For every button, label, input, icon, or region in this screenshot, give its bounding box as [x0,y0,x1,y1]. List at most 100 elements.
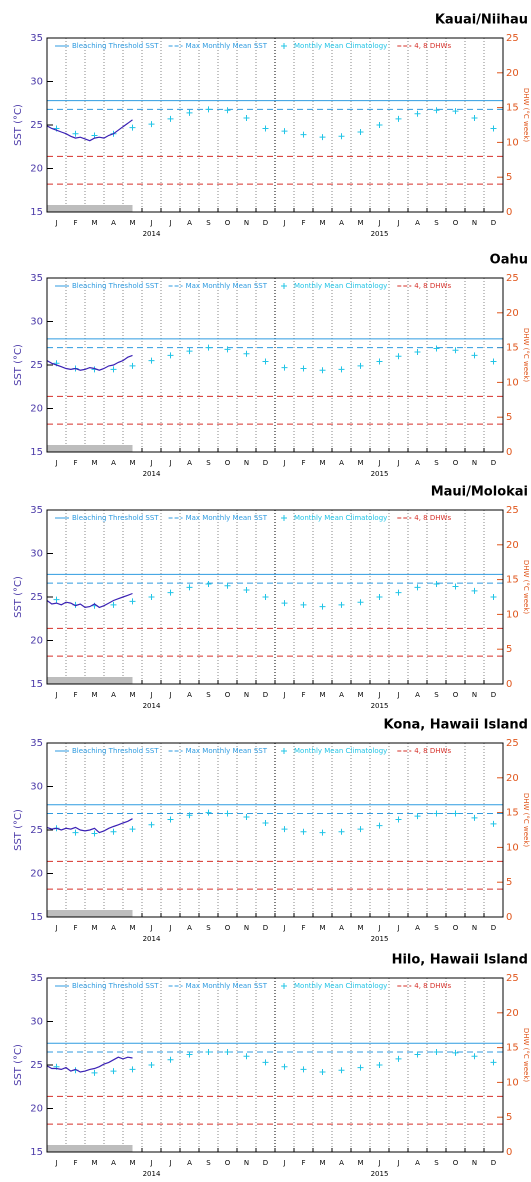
x-tick-label: A [111,1159,116,1167]
y2-tick-label: 15 [506,575,519,586]
climatology-marker [243,587,250,594]
climatology-marker [205,580,212,587]
x-tick-label: A [187,924,192,932]
observed-period-bar [47,205,133,212]
climatology-marker [224,810,231,817]
y2-tick-label: 10 [506,609,519,620]
x-tick-label: S [434,924,439,932]
y-tick-label: 15 [30,1147,43,1158]
climatology-marker [262,358,269,365]
x-tick-label: J [149,1159,152,1167]
climatology-marker [319,1068,326,1075]
x-tick-label: O [225,1159,231,1167]
x-tick-label: D [491,691,496,699]
y2-tick-label: 15 [506,103,519,114]
x-tick-label: M [91,1159,97,1167]
sst-line [46,119,133,142]
x-tick-label: M [129,924,135,932]
climatology-marker [224,346,231,353]
sst-line [46,592,133,609]
y2-tick-label: 25 [506,505,519,516]
x-tick-label: A [339,459,344,467]
chart-title: Kona, Hawaii Island [383,718,528,733]
y-tick-label: 30 [30,782,43,793]
climatology-marker [167,816,174,823]
y2-tick-label: 15 [506,1043,519,1054]
x-tick-label: D [491,219,496,227]
y2-tick-label: 10 [506,1077,519,1088]
legend-label: 4, 8 DHWs [414,282,451,290]
x-tick-label: J [168,924,171,932]
plot-frame [46,37,504,213]
climatology-marker [319,134,326,141]
legend-marker [281,748,287,754]
climatology-marker [148,357,155,364]
plot-frame [46,742,504,918]
chart-title: Hilo, Hawaii Island [392,953,528,968]
y2-tick-label: 5 [506,412,512,423]
legend-label: 4, 8 DHWs [414,514,451,522]
climatology-marker [186,1051,193,1058]
x-tick-label: J [282,219,285,227]
x-tick-label: J [149,924,152,932]
climatology-marker [167,1056,174,1063]
y-tick-label: 25 [30,360,43,371]
x-tick-label: N [472,219,477,227]
x-tick-label: S [206,459,211,467]
x-tick-label: M [129,219,135,227]
year-label: 2015 [371,935,389,943]
climatology-marker [452,583,459,590]
x-tick-label: A [187,691,192,699]
y-tick-label: 20 [30,164,43,175]
y-tick-label: 30 [30,77,43,88]
climatology-marker [186,109,193,116]
climatology-marker [357,826,364,833]
year-label: 2014 [143,470,161,478]
y2-tick-label: 20 [506,308,519,319]
legend-label: Bleaching Threshold SST [72,514,159,522]
y2-tick-label: 10 [506,137,519,148]
x-tick-label: D [491,459,496,467]
legend-label: Bleaching Threshold SST [72,42,159,50]
y-axis-label: SST (°C) [13,809,24,851]
x-tick-label: A [415,1159,420,1167]
year-label: 2015 [371,230,389,238]
y-tick-label: 15 [30,679,43,690]
x-tick-label: M [129,459,135,467]
x-tick-label: J [377,459,380,467]
chart-panel: Kona, Hawaii Island J F M A M J J A S O N D J F M A M J J A S… [13,718,530,944]
x-tick-label: J [168,1159,171,1167]
y2-axis-label: DHW (°C week) [522,328,530,383]
x-tick-label: O [225,924,231,932]
climatology-marker [433,1048,440,1055]
y2-tick-label: 5 [506,1112,512,1123]
climatology-marker [243,115,250,122]
climatology-marker [452,347,459,354]
y2-axis-label: DHW (°C week) [522,793,530,848]
x-tick-label: M [91,691,97,699]
chart-panel: Maui/Molokai J F M A M J J A S O N D J F M A M J J A S O N D 2014… [13,485,530,711]
legend-label: Max Monthly Mean SST [186,514,268,522]
x-tick-label: A [111,459,116,467]
y2-tick-label: 10 [506,842,519,853]
x-tick-label: A [187,219,192,227]
y-tick-label: 15 [30,207,43,218]
x-tick-label: J [54,691,57,699]
x-tick-label: A [111,691,116,699]
climatology-marker [205,809,212,816]
y-tick-label: 25 [30,825,43,836]
legend-label: 4, 8 DHWs [414,42,451,50]
climatology-marker [376,822,383,829]
climatology-marker [148,1062,155,1068]
climatology-marker [262,125,269,132]
x-tick-label: A [415,691,420,699]
x-tick-label: N [472,691,477,699]
climatology-marker [129,598,136,605]
y-axis-label: SST (°C) [13,1044,24,1086]
climatology-marker [338,828,345,835]
legend-label: Monthly Mean Climatology [294,282,387,290]
x-tick-label: M [319,459,325,467]
climatology-marker [414,348,421,355]
y2-tick-label: 25 [506,33,519,44]
